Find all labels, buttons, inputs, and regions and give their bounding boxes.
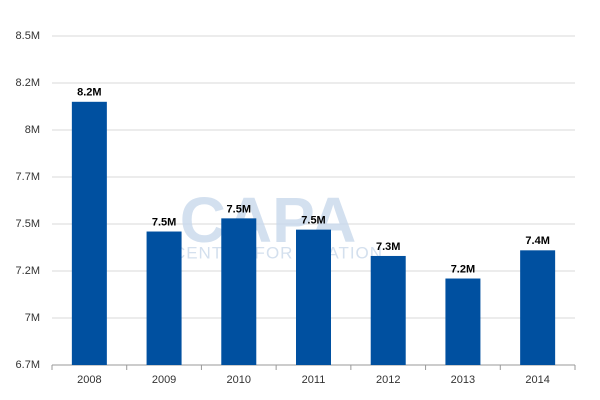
bar <box>370 255 406 365</box>
bar <box>146 231 182 365</box>
x-tick-label: 2013 <box>451 374 475 386</box>
y-tick-label: 8M <box>25 124 40 136</box>
watermark-subtitle: CENTRE FOR AVIATION <box>173 243 383 262</box>
value-label: 7.5M <box>301 215 325 227</box>
bar <box>520 250 556 365</box>
value-label: 7.5M <box>227 203 251 215</box>
x-tick-label: 2008 <box>77 374 101 386</box>
value-label: 7.5M <box>152 216 176 228</box>
y-tick-label: 7.5M <box>16 218 40 230</box>
y-tick-label: 7.7M <box>16 171 40 183</box>
bar <box>221 218 257 365</box>
x-tick-label: 2009 <box>152 374 176 386</box>
x-tick-label: 2011 <box>302 374 326 386</box>
value-label: 8.2M <box>77 87 101 99</box>
y-tick-label: 8.2M <box>16 77 40 89</box>
x-tick-label: 2012 <box>376 374 400 386</box>
y-tick-label: 8.5M <box>16 30 40 42</box>
value-label: 7.3M <box>376 241 400 253</box>
value-label: 7.4M <box>525 235 549 247</box>
bar <box>71 101 107 366</box>
value-label: 7.2M <box>451 263 475 275</box>
y-tick-label: 7M <box>25 312 40 324</box>
x-tick-label: 2010 <box>227 374 251 386</box>
bar <box>296 229 331 365</box>
y-tick-label: 7.2M <box>16 265 40 277</box>
y-tick-label: 6.7M <box>16 359 40 371</box>
bar <box>445 278 481 365</box>
x-tick-label: 2014 <box>525 374 549 386</box>
